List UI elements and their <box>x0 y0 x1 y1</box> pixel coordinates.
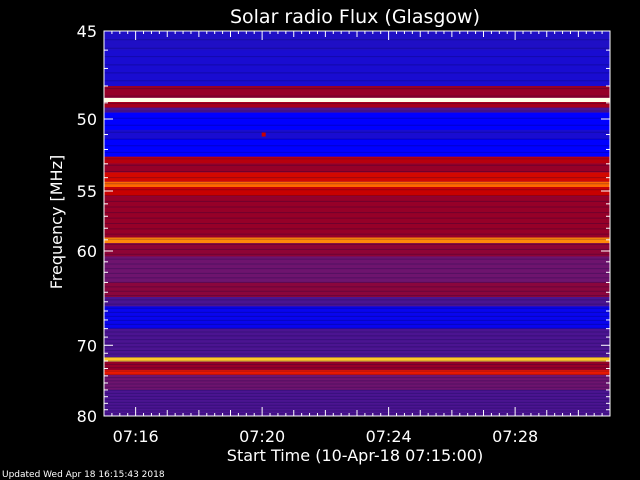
x-tick-label: 07:28 <box>492 427 538 446</box>
frequency-band <box>104 156 610 164</box>
y-tick-label: 70 <box>77 336 97 355</box>
plot-area <box>104 30 610 416</box>
x-tick-label: 07:20 <box>239 427 285 446</box>
frequency-band <box>104 172 610 182</box>
axes: 07:16 07:20 07:24 07:28 45 50 55 60 70 80 <box>77 22 611 446</box>
frequency-band <box>104 361 610 371</box>
x-axis-label: Start Time (10-Apr-18 07:15:00) <box>227 446 483 465</box>
point-mark <box>261 132 266 137</box>
frequency-band <box>104 86 610 98</box>
frequency-band <box>104 163 610 173</box>
y-tick-label: 45 <box>77 22 97 41</box>
x-tick-label: 07:16 <box>113 427 159 446</box>
frequency-band <box>104 107 610 113</box>
y-axis-label: Frequency [MHz] <box>47 155 66 289</box>
y-tick-label: 80 <box>77 407 97 426</box>
frequency-band <box>104 102 610 108</box>
frequency-band <box>104 187 610 197</box>
frequency-band <box>104 243 610 257</box>
frequency-band <box>104 306 610 329</box>
frequency-band <box>104 129 610 140</box>
frequency-band <box>104 256 610 283</box>
frequency-band <box>104 97 610 103</box>
frequency-band <box>104 139 610 157</box>
frequency-band <box>104 370 610 376</box>
frequency-band <box>104 328 610 358</box>
frequency-band <box>104 375 610 390</box>
frequency-band <box>104 112 610 130</box>
frequency-band <box>104 297 610 307</box>
frequency-band <box>104 196 610 238</box>
updated-timestamp: Updated Wed Apr 18 16:15:43 2018 <box>2 470 165 480</box>
frequency-band <box>104 282 610 298</box>
frequency-band <box>104 237 610 244</box>
y-tick-label: 50 <box>77 110 97 129</box>
x-tick-label: 07:24 <box>366 427 412 446</box>
chart-title: Solar radio Flux (Glasgow) <box>230 6 480 28</box>
y-tick-label: 60 <box>77 242 97 261</box>
y-tick-label: 55 <box>77 182 97 201</box>
frequency-band <box>104 357 610 362</box>
frequency-band <box>104 181 610 188</box>
frequency-band <box>104 50 610 86</box>
